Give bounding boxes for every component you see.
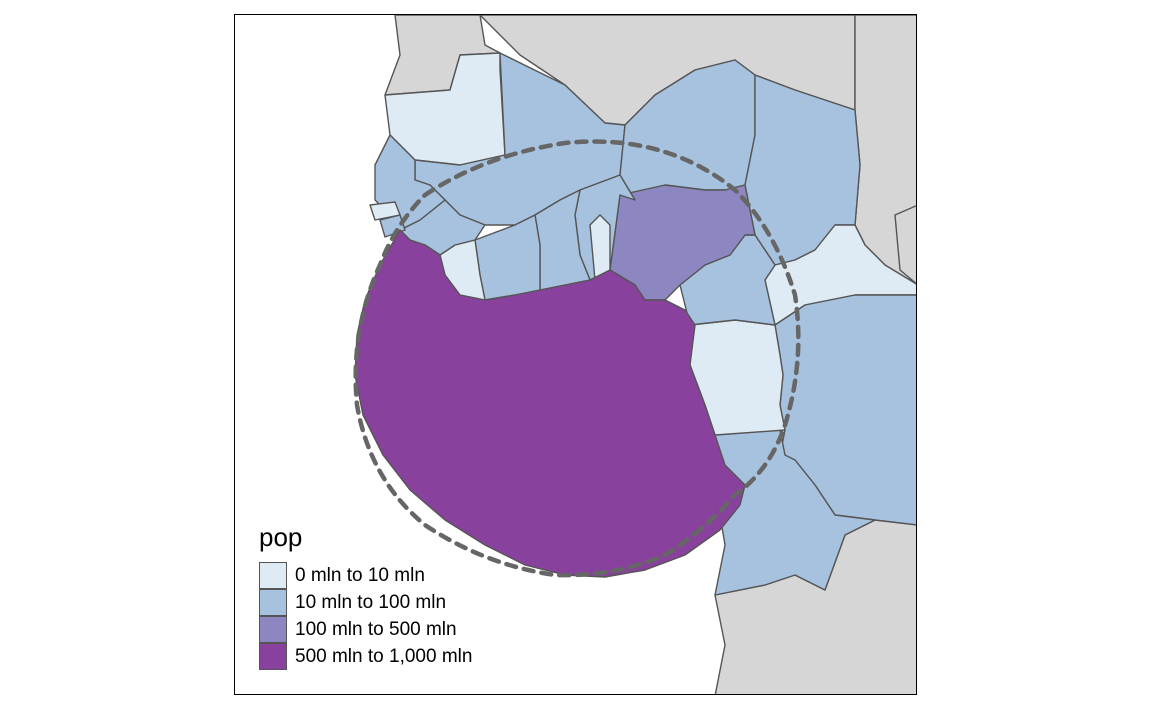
legend-swatch	[259, 562, 287, 589]
buffer-region	[354, 229, 746, 578]
legend-title: pop	[259, 522, 303, 552]
legend-item: 100 mln to 500 mln	[259, 616, 472, 643]
country-shape	[894, 205, 916, 285]
country-shape	[589, 214, 611, 281]
legend-item: 0 mln to 10 mln	[259, 562, 472, 589]
map-canvas	[353, 15, 916, 694]
legend-label: 10 mln to 100 mln	[295, 591, 447, 613]
legend-item: 500 mln to 1,000 mln	[259, 643, 472, 670]
map-panel	[234, 14, 917, 695]
country-shape	[714, 429, 876, 596]
legend-swatch	[259, 589, 287, 616]
map-legend: pop 0 mln to 10 mln 10 mln to 100 mln 10…	[259, 522, 472, 670]
legend-swatch	[259, 643, 287, 670]
country-shape	[414, 52, 626, 226]
legend-label: 500 mln to 1,000 mln	[295, 645, 473, 667]
region-countries	[354, 52, 916, 596]
background-countries	[384, 15, 916, 694]
legend-label: 100 mln to 500 mln	[295, 618, 457, 640]
legend-items: 0 mln to 10 mln 10 mln to 100 mln 100 ml…	[259, 562, 472, 670]
buffer-outline-dashed	[353, 139, 801, 578]
legend-item: 10 mln to 100 mln	[259, 589, 472, 616]
legend-label: 0 mln to 10 mln	[295, 564, 425, 586]
legend-swatch	[259, 616, 287, 643]
country-shape	[474, 214, 541, 301]
